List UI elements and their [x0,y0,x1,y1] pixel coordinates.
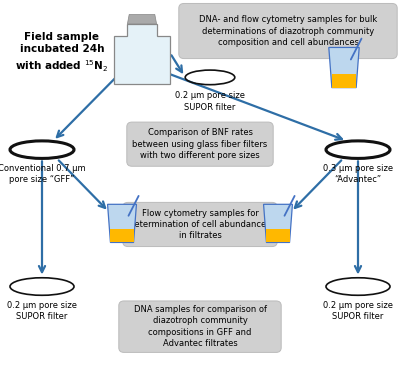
Text: 0.2 μm pore size
SUPOR filter: 0.2 μm pore size SUPOR filter [323,301,393,321]
Text: Flow cytometry samples for
determination of cell abundances
in filtrates: Flow cytometry samples for determination… [129,208,271,241]
Text: 0.2 μm pore size
SUPOR filter: 0.2 μm pore size SUPOR filter [175,91,245,112]
Polygon shape [110,229,134,242]
Polygon shape [264,204,292,242]
FancyBboxPatch shape [123,202,277,247]
Polygon shape [329,47,359,88]
Text: Field sample
incubated 24h
with added $^{15}$N$_2$: Field sample incubated 24h with added $^… [15,32,109,74]
FancyBboxPatch shape [119,301,281,353]
Polygon shape [332,74,356,88]
Text: 0.3 μm pore size
“Advantec”: 0.3 μm pore size “Advantec” [323,164,393,184]
Polygon shape [266,229,290,242]
FancyBboxPatch shape [179,3,397,58]
Polygon shape [108,204,136,242]
Text: DNA- and flow cytometry samples for bulk
determinations of diazotroph community
: DNA- and flow cytometry samples for bulk… [199,15,377,47]
FancyBboxPatch shape [127,122,273,166]
Polygon shape [114,24,170,84]
Text: Comparison of BNF rates
between using glass fiber filters
with two different por: Comparison of BNF rates between using gl… [132,128,268,160]
Text: DNA samples for comparison of
diazotroph community
compositions in GFF and
Advan: DNA samples for comparison of diazotroph… [134,305,266,348]
Text: Conventional 0.7 μm
pore size “GFF”: Conventional 0.7 μm pore size “GFF” [0,164,86,184]
Text: 0.2 μm pore size
SUPOR filter: 0.2 μm pore size SUPOR filter [7,301,77,321]
Polygon shape [128,15,156,24]
